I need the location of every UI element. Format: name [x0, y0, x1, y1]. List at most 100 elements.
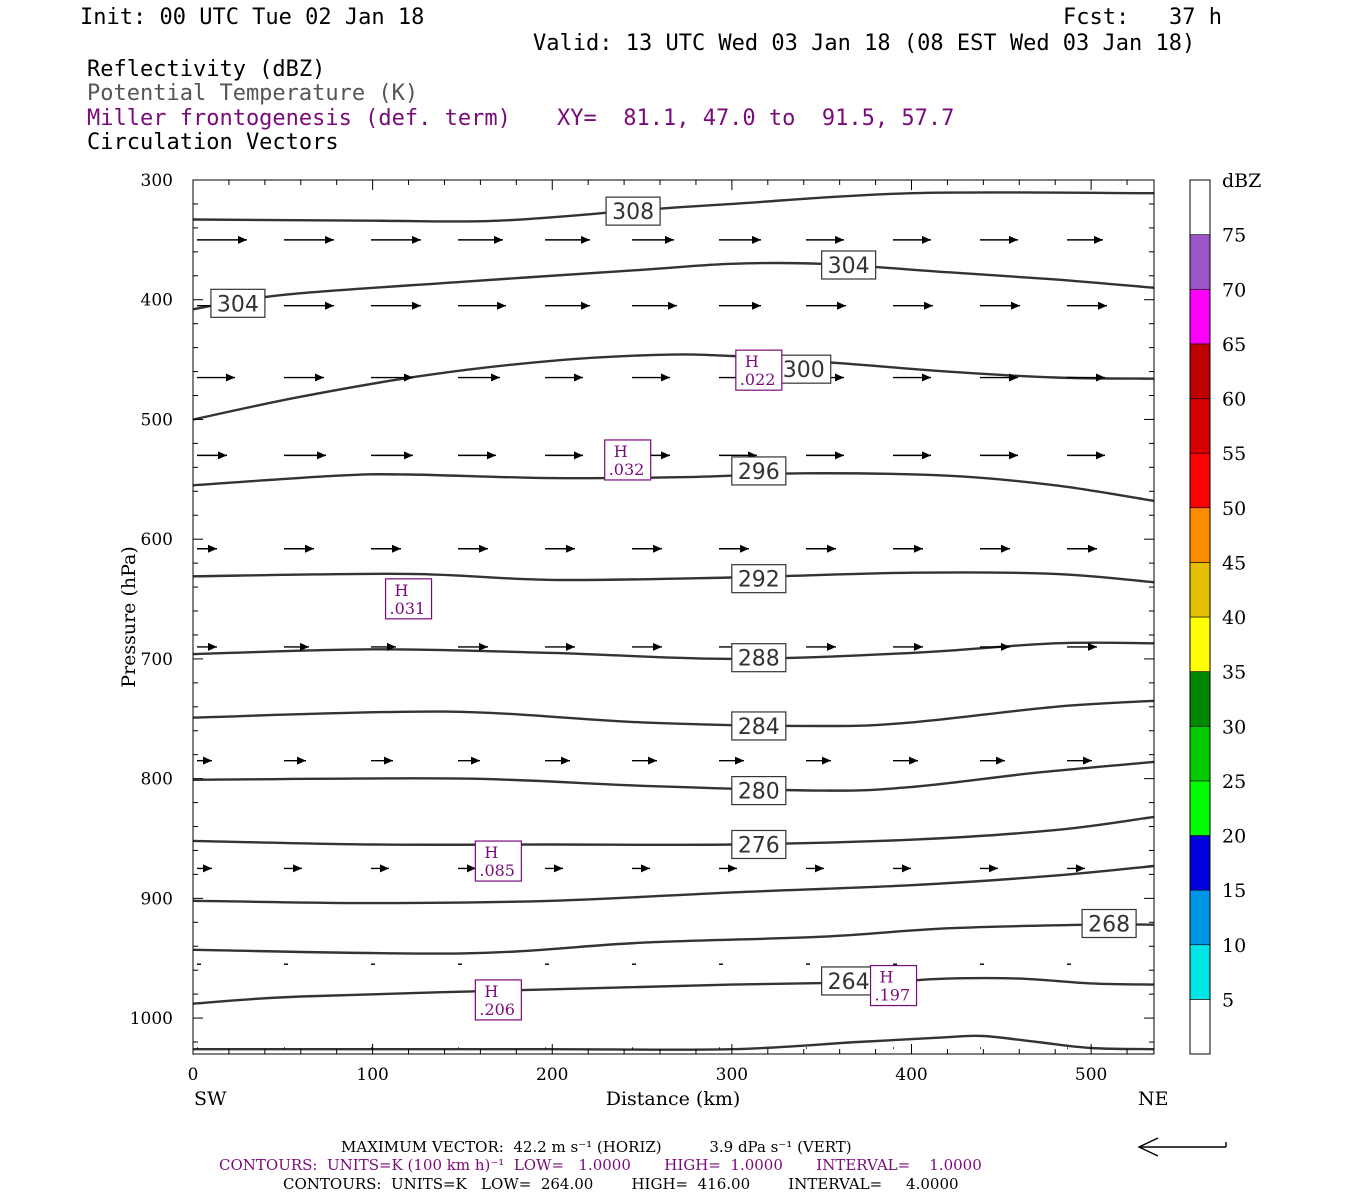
- theta-label-box: [731, 711, 787, 741]
- theta-contour-line: [192, 191, 1155, 223]
- colorbar-segment: [1189, 234, 1211, 290]
- valid-time: Valid: 13 UTC Wed 03 Jan 18 (08 EST Wed …: [533, 31, 1196, 56]
- colorbar-tick-label: 50: [1222, 498, 1246, 520]
- frontogenesis-max-symbol: H: [614, 442, 628, 461]
- plot-frame: [192, 179, 1155, 1055]
- frontogenesis-max-symbol: H: [745, 352, 759, 371]
- vector-arrowhead: [581, 301, 590, 310]
- vector-arrowhead: [300, 642, 309, 651]
- colorbar-tick-label: 55: [1222, 443, 1246, 465]
- vector-arrowhead: [561, 756, 570, 765]
- vector-arrowhead: [1076, 864, 1085, 873]
- vector-arrowhead: [653, 544, 662, 553]
- vector-arrowhead: [922, 235, 931, 244]
- vector-arrowhead: [835, 235, 844, 244]
- vector-arrowhead: [325, 301, 334, 310]
- y-tick-label: 400: [141, 291, 173, 311]
- vector-arrowhead: [922, 451, 931, 460]
- theta-contour-labels: 308 304 304 300 296 292 288 284 280 276 268 264: [210, 196, 1137, 996]
- vector-arrowhead: [752, 235, 761, 244]
- vector-arrowhead: [661, 451, 670, 460]
- vector-arrowhead: [1088, 544, 1097, 553]
- vector-arrowhead: [665, 235, 674, 244]
- maximum-vector-note: MAXIMUM VECTOR: 42.2 m s⁻¹ (HORIZ) 3.9 d…: [341, 1138, 852, 1156]
- theta-contour-line: [192, 641, 1155, 661]
- vector-arrowhead: [914, 642, 923, 651]
- vector-arrowhead: [914, 544, 923, 553]
- vector-arrowhead: [835, 373, 844, 382]
- theta-contour-label: 292: [738, 568, 780, 593]
- vector-arrowhead: [238, 235, 247, 244]
- frontogenesis-max-value: .085: [479, 861, 515, 880]
- circulation-vectors: [197, 235, 1107, 1049]
- vector-arrowhead: [479, 544, 488, 553]
- theta-label-box: [821, 250, 877, 280]
- frontogenesis-max-value: .022: [740, 370, 776, 389]
- theta-contour-line: [192, 699, 1155, 728]
- theta-label-box: [776, 354, 832, 384]
- vector-arrowhead: [835, 451, 844, 460]
- vector-arrowhead: [1096, 373, 1105, 382]
- theta-contour-label: 284: [738, 715, 780, 740]
- theta-contour-label: 296: [738, 460, 780, 485]
- axes: 0 100 200 300 400 500 300 400 500 600 700 800 900 100…: [130, 171, 1154, 1085]
- frontogenesis-max-symbol: H: [484, 982, 498, 1001]
- frontogenesis-max-symbol: H: [880, 968, 894, 987]
- vector-arrowhead: [325, 235, 334, 244]
- theta-contour-line: [192, 864, 1155, 905]
- theta-contour-line: [192, 815, 1155, 847]
- vector-arrowhead: [740, 544, 749, 553]
- vector-arrowhead: [315, 373, 324, 382]
- y-tick-label: 900: [141, 889, 173, 909]
- theta-contour-label: 276: [738, 833, 780, 858]
- colorbar-unit: dBZ: [1222, 170, 1261, 192]
- colorbar-segment: [1189, 343, 1211, 399]
- field-circulation-vectors: Circulation Vectors: [87, 130, 339, 155]
- x-tick-label: 300: [716, 1065, 748, 1085]
- x-tick-label: 500: [1075, 1065, 1107, 1085]
- vector-arrowhead: [1098, 301, 1107, 310]
- colorbar-segment: [1189, 725, 1211, 782]
- vector-arrowhead: [203, 756, 212, 765]
- vector-arrowhead: [566, 544, 575, 553]
- vector-arrowhead: [218, 451, 227, 460]
- vector-arrowhead: [909, 756, 918, 765]
- colorbar-tick-label: 75: [1222, 225, 1246, 247]
- colorbar-tick-label: 5: [1222, 989, 1234, 1011]
- colorbar-segment: [1189, 179, 1211, 235]
- vector-arrowhead: [203, 864, 212, 873]
- colorbar: 5 10 15 20 25 30 35 40 45 50 55 60 65 70 75: [1189, 179, 1246, 1055]
- colorbar-tick-label: 40: [1222, 607, 1246, 629]
- vector-arrowhead: [494, 235, 503, 244]
- theta-contour-label: 304: [828, 254, 870, 279]
- cross-section-endpoints: XY= 81.1, 47.0 to 91.5, 57.7: [557, 106, 955, 131]
- theta-contour-line: [192, 1034, 1155, 1051]
- colorbar-tick-label: 45: [1222, 552, 1246, 574]
- x-end-label: NE: [1138, 1088, 1169, 1110]
- vector-arrowhead: [1001, 544, 1010, 553]
- y-tick-label: 700: [141, 650, 173, 670]
- vector-arrowhead: [471, 756, 480, 765]
- field-frontogenesis: Miller frontogenesis (def. term): [87, 106, 511, 131]
- theta-contours: [192, 191, 1155, 1051]
- vector-arrowhead: [467, 864, 476, 873]
- vector-arrowhead: [293, 864, 302, 873]
- theta-contour-info: CONTOURS: UNITS=K LOW= 264.00 HIGH= 416.…: [283, 1175, 959, 1193]
- frontogenesis-max-value: .031: [390, 599, 426, 618]
- vector-arrowhead: [668, 301, 677, 310]
- vector-arrowhead: [1094, 235, 1103, 244]
- frontogenesis-max-box: [869, 964, 918, 1007]
- vector-arrowhead: [380, 864, 389, 873]
- frontogenesis-max-value: .206: [479, 1000, 515, 1019]
- vector-arrowhead: [1009, 373, 1018, 382]
- colorbar-segment: [1189, 507, 1211, 563]
- vector-arrowhead: [924, 301, 933, 310]
- vector-arrowhead: [1096, 451, 1105, 460]
- x-tick-label: 200: [536, 1065, 568, 1085]
- init-time: Init: 00 UTC Tue 02 Jan 18: [80, 5, 425, 30]
- y-tick-label: 600: [141, 530, 173, 550]
- colorbar-segment: [1189, 780, 1211, 836]
- colorbar-tick-label: 20: [1222, 826, 1246, 848]
- x-tick-label: 400: [895, 1065, 927, 1085]
